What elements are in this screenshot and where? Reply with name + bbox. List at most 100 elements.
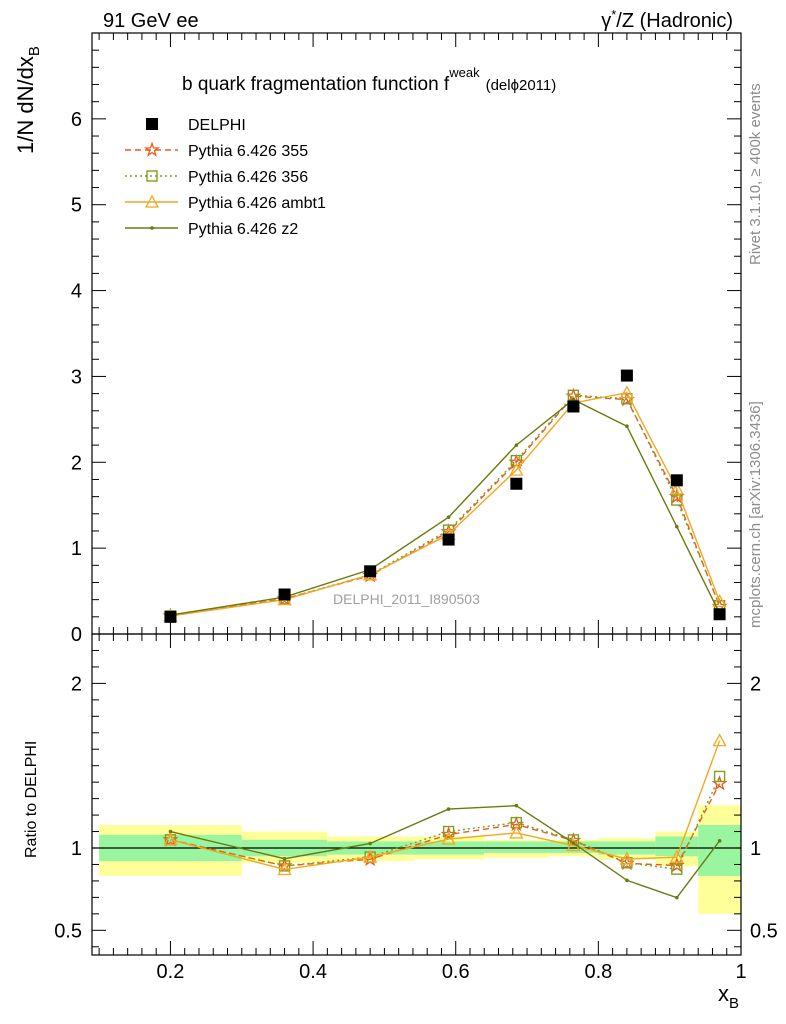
line-p356 <box>170 394 721 617</box>
ratio-tick-label-right: 1 <box>750 838 761 860</box>
y-tick-label: 5 <box>71 195 82 217</box>
ratio-line-p356 <box>170 776 721 870</box>
x-tick-label: 1 <box>735 961 746 983</box>
analysis-watermark: DELPHI_2011_I890503 <box>333 591 480 607</box>
ratio-point-p356 <box>442 825 455 838</box>
ratio-tick-label-left: 2 <box>71 673 82 695</box>
ratio-point-z2 <box>368 841 372 846</box>
ratio-point-z2 <box>625 878 629 883</box>
ratio-point-z2 <box>282 856 287 861</box>
point-ambt1 <box>619 385 634 399</box>
point-delphi <box>670 474 683 487</box>
line-ambt1 <box>170 391 721 617</box>
ratio-tick-label-left: 0.5 <box>54 920 82 942</box>
main-series-layer <box>162 369 728 623</box>
header-left: 91 GeV ee <box>103 10 199 32</box>
x-tick-label: 0.2 <box>157 961 185 983</box>
ratio-tick-label-right: 2 <box>750 673 761 695</box>
y-tick-label: 1 <box>71 538 82 560</box>
legend-label-ambt1: Pythia 6.426 ambt1 <box>188 195 326 212</box>
ratio-tick-label-left: 1 <box>71 838 82 860</box>
x-axis-label-main: x <box>718 981 729 1006</box>
ratio-point-z2 <box>446 807 451 811</box>
ratio-point-p356 <box>671 863 683 875</box>
band-inner-8 <box>698 824 741 876</box>
rivet-label: Rivet 3.1.10, ≥ 400k events <box>747 83 764 265</box>
legend-label-delphi: DELPHI <box>188 117 246 134</box>
ratio-point-ambt1 <box>712 733 727 747</box>
ratio-series-layer <box>162 733 728 900</box>
legend-marker-z2 <box>150 226 154 230</box>
plot-title-tag: (delϕ2011) <box>486 77 557 94</box>
header-gamma: γ <box>601 10 611 32</box>
point-z2 <box>625 424 629 429</box>
ratio-tick-label-right: 0.5 <box>750 920 778 942</box>
ratio-point-ambt1 <box>669 849 684 863</box>
y-tick-label: 0 <box>71 624 82 646</box>
point-z2 <box>446 515 451 520</box>
y-tick-label: 2 <box>71 452 82 474</box>
ratio-point-p356 <box>278 860 291 872</box>
y-axis-label-sub: B <box>26 46 43 56</box>
plot-title-main: b quark fragmentation function f <box>182 74 450 95</box>
ratio-point-z2 <box>571 841 576 845</box>
y-tick-label: 6 <box>71 109 82 131</box>
x-tick-label: 0.4 <box>299 961 327 983</box>
y-axis-label-main: 1/N dN/dx <box>13 56 38 154</box>
legend-marker-p356 <box>146 170 158 182</box>
point-delphi <box>510 477 523 490</box>
ratio-line-ambt1 <box>170 740 721 871</box>
x-tick-label: 0.6 <box>442 961 470 983</box>
point-delphi <box>278 588 291 601</box>
header-right: γ*/Z (Hadronic) <box>601 7 733 32</box>
line-z2 <box>170 398 721 616</box>
header-right-text: /Z (Hadronic) <box>616 10 733 32</box>
point-ambt1 <box>509 462 524 476</box>
band-inner-5 <box>548 841 599 853</box>
plot-title-sup: weak <box>448 65 480 80</box>
ratio-y-label: Ratio to DELPHI <box>23 741 40 858</box>
legend-marker-ambt1 <box>144 194 160 208</box>
band-inner-7 <box>655 836 699 857</box>
legend: DELPHI Pythia 6.426 355 Pythia 6.426 356 Py… <box>125 117 326 238</box>
mcplots-label: mcplots.cern.ch [arXiv:1306.3436] <box>747 401 764 628</box>
plot-title: b quark fragmentation function fweak (del… <box>182 65 556 95</box>
x-axis-label: xB <box>718 981 739 1012</box>
point-delphi <box>713 608 726 621</box>
ratio-point-ambt1 <box>163 832 178 846</box>
line-p355 <box>170 395 721 617</box>
ratio-point-z2 <box>514 803 519 808</box>
ratio-line-p355 <box>170 783 721 867</box>
ratio-point-p356 <box>713 770 726 783</box>
point-p356 <box>510 454 523 467</box>
band-inner-4 <box>484 841 549 853</box>
x-tick-label: 0.8 <box>584 961 612 983</box>
point-z2 <box>675 524 679 529</box>
ratio-point-z2 <box>717 839 722 843</box>
point-delphi <box>442 533 455 546</box>
ratio-point-z2 <box>675 895 679 900</box>
ratio-point-z2 <box>168 829 173 834</box>
y-tick-label: 3 <box>71 366 82 388</box>
point-delphi <box>364 565 377 578</box>
ratio-point-ambt1 <box>509 825 524 839</box>
point-delphi <box>567 400 580 413</box>
point-delphi <box>620 369 633 382</box>
ratio-point-ambt1 <box>441 831 456 845</box>
ratio-point-ambt1 <box>619 851 634 865</box>
header-star: * <box>611 7 616 22</box>
legend-label-z2: Pythia 6.426 z2 <box>188 221 298 238</box>
ratio-point-ambt1 <box>277 862 292 876</box>
y-tick-label: 4 <box>71 281 82 303</box>
ratio-plot-frame <box>91 633 742 956</box>
y-axis-label: 1/N dN/dxB <box>13 46 43 154</box>
point-z2 <box>514 443 519 447</box>
point-ambt1 <box>712 594 727 608</box>
point-p356 <box>671 494 683 506</box>
point-delphi <box>164 610 177 623</box>
ratio-point-ambt1 <box>363 849 378 863</box>
legend-label-p355: Pythia 6.426 355 <box>188 143 308 160</box>
legend-marker-p355 <box>143 141 161 157</box>
